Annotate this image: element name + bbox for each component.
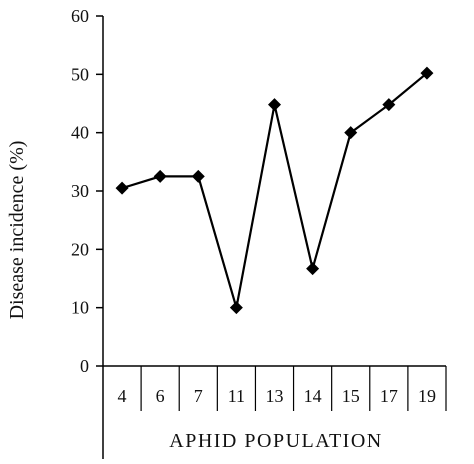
data-point-marker [153, 169, 167, 183]
data-point-marker [420, 66, 434, 80]
x-tick-label: 13 [266, 386, 284, 406]
y-tick-label: 10 [71, 298, 89, 318]
data-point-marker [268, 98, 281, 112]
x-tick-label: 14 [304, 386, 322, 406]
x-tick-label: 11 [228, 386, 245, 406]
x-tick-label: 19 [418, 386, 436, 406]
data-point-marker [382, 98, 396, 112]
y-tick-label: 20 [71, 239, 89, 259]
data-point-marker [306, 262, 320, 276]
x-tick-label: 17 [380, 386, 398, 406]
tick-labels: 0 10 20 30 40 50 60 4 6 7 11 13 14 15 17 19 [71, 6, 436, 406]
x-axis-label: APHID POPULATION [169, 430, 382, 452]
markers [115, 66, 434, 315]
data-point-marker [344, 126, 358, 140]
data-point-marker [191, 169, 205, 183]
x-tick-label: 7 [194, 386, 203, 406]
y-tick-label: 50 [71, 64, 89, 84]
x-tick-label: 6 [156, 386, 165, 406]
axes [96, 15, 447, 459]
y-axis-label: Disease incidence (%) [6, 141, 28, 320]
y-tick-label: 40 [71, 123, 89, 143]
data-point-marker [229, 301, 243, 315]
y-tick-label: 30 [71, 181, 89, 201]
x-tick-label: 15 [342, 386, 360, 406]
data-point-marker [115, 181, 129, 195]
y-tick-label: 0 [80, 356, 89, 376]
y-tick-label: 60 [71, 6, 89, 26]
x-tick-label: 4 [118, 386, 127, 406]
